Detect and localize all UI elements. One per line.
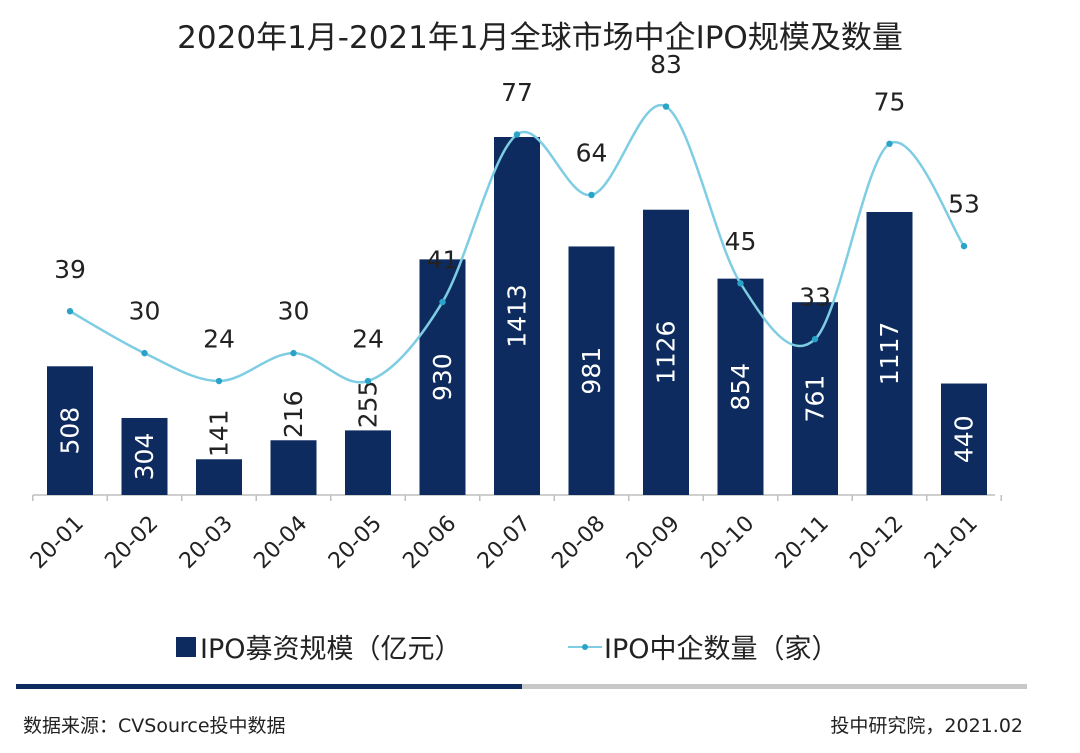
count-point	[513, 131, 521, 138]
bar	[717, 278, 764, 495]
count-value-label: 45	[725, 227, 757, 256]
x-tick-label: 20-08	[547, 511, 610, 574]
count-point	[886, 140, 893, 147]
count-value-label: 75	[874, 87, 906, 116]
x-tick-label: 20-01	[26, 511, 89, 574]
legend-bar-swatch	[176, 636, 196, 657]
bar	[494, 137, 540, 495]
count-point	[662, 103, 670, 110]
bar-value-label: 854	[726, 363, 755, 411]
bar	[568, 246, 615, 495]
bar-value-label: 1117	[875, 322, 904, 386]
count-value-label: 30	[278, 297, 310, 326]
count-point	[141, 349, 148, 357]
divider-light	[522, 684, 1027, 689]
legend-item-line: IPO中企数量（家）	[568, 627, 839, 666]
x-tick-label: 20-02	[100, 511, 163, 574]
x-tick-label: 20-10	[696, 511, 759, 574]
bar-value-label: 440	[950, 415, 979, 463]
x-tick-label: 21-01	[920, 511, 983, 574]
x-tick-label: 20-11	[771, 511, 834, 574]
legend-label-bar: IPO募资规模（亿元）	[200, 634, 462, 665]
bar	[941, 383, 987, 495]
source-note: 数据来源：CVSource投中数据	[23, 715, 286, 737]
count-point	[811, 335, 819, 343]
x-tick-label: 20-06	[398, 511, 461, 574]
count-value-label: 33	[799, 283, 831, 312]
bar	[345, 430, 391, 495]
x-tick-label: 20-07	[473, 511, 536, 574]
count-value-label: 41	[427, 245, 459, 274]
count-point	[737, 280, 744, 287]
bar	[196, 459, 242, 495]
bar	[643, 209, 689, 496]
credit-note: 投中研究院，2021.02	[830, 715, 1023, 737]
bar-value-label: 1126	[652, 321, 681, 385]
bar	[866, 211, 913, 495]
count-point	[290, 349, 297, 357]
count-value-label: 30	[129, 297, 161, 326]
x-tick-label: 20-05	[324, 511, 387, 574]
count-value-label: 77	[501, 78, 533, 107]
legend-item-bar: IPO募资规模（亿元）	[176, 627, 462, 666]
bar	[121, 417, 168, 495]
legend-label-line: IPO中企数量（家）	[604, 634, 839, 665]
bar-value-label: 304	[130, 433, 159, 481]
count-point	[588, 191, 595, 199]
count-point	[66, 308, 74, 315]
count-point	[215, 377, 223, 385]
count-value-label: 24	[203, 325, 235, 354]
x-tick-label: 20-04	[249, 511, 312, 574]
bar	[270, 440, 317, 495]
chart-title: 2020年1月-2021年1月全球市场中企IPO规模及数量	[177, 20, 903, 56]
count-point	[960, 242, 968, 250]
x-tick-label: 20-03	[175, 511, 238, 574]
bar	[419, 259, 466, 495]
count-point	[439, 298, 446, 306]
count-value-label: 53	[948, 190, 980, 219]
count-value-label: 64	[576, 138, 608, 167]
count-line	[69, 103, 966, 384]
bar	[47, 366, 93, 495]
bar-value-label: 216	[279, 390, 308, 438]
count-value-label: 24	[352, 325, 384, 354]
legend-line-swatch	[568, 637, 602, 657]
bar-value-label: 255	[354, 381, 383, 429]
legend: IPO募资规模（亿元） IPO中企数量（家）	[0, 627, 1080, 667]
bar-value-label: 1413	[503, 284, 532, 348]
bar-value-label: 981	[577, 347, 606, 395]
x-tick-label: 20-09	[622, 511, 685, 574]
x-tick-label: 20-12	[845, 511, 908, 574]
count-value-label: 83	[650, 50, 682, 79]
count-value-label: 39	[54, 255, 86, 284]
bar-value-label: 508	[56, 407, 85, 455]
bar-value-label: 761	[801, 375, 830, 423]
bar-value-label: 930	[428, 353, 457, 401]
count-point	[364, 377, 372, 385]
bar	[792, 302, 838, 495]
bar-value-label: 141	[205, 409, 234, 457]
divider-dark	[16, 684, 522, 689]
